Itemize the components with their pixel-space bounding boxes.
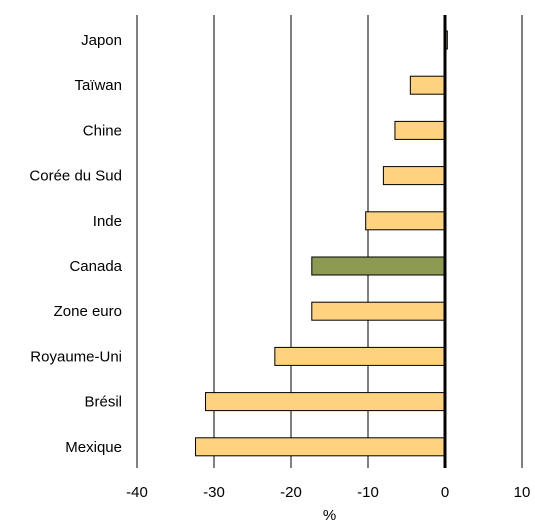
category-label-7: Royaume-Uni bbox=[30, 348, 122, 365]
category-label-3: Corée du Sud bbox=[29, 168, 122, 185]
bar-4 bbox=[365, 211, 446, 231]
category-label-0: Japon bbox=[81, 32, 122, 49]
x-tick-label-3: -10 bbox=[357, 484, 379, 501]
x-tick-label-2: -20 bbox=[280, 484, 302, 501]
bar-5 bbox=[311, 256, 446, 276]
category-label-9: Mexique bbox=[65, 439, 122, 456]
bar-2 bbox=[394, 120, 446, 140]
category-label-1: Taïwan bbox=[74, 77, 122, 94]
bar-8 bbox=[205, 392, 446, 412]
bars bbox=[195, 30, 448, 457]
x-tick-labels: -40 -30 -20 -10 0 10 bbox=[126, 484, 530, 501]
category-label-8: Brésil bbox=[84, 394, 122, 411]
category-label-6: Zone euro bbox=[54, 303, 122, 320]
bar-3 bbox=[382, 166, 446, 186]
bar-1 bbox=[409, 75, 446, 95]
category-labels: Japon Taïwan Chine Corée du Sud Inde Canada Zo… bbox=[29, 32, 122, 456]
x-tick-label-1: -30 bbox=[203, 484, 225, 501]
bar-9 bbox=[195, 437, 446, 457]
category-label-5: Canada bbox=[69, 258, 122, 275]
category-label-4: Inde bbox=[93, 213, 122, 230]
x-tick-label-5: 10 bbox=[514, 484, 531, 501]
x-tick-label-4: 0 bbox=[441, 484, 449, 501]
category-label-2: Chine bbox=[83, 122, 122, 139]
bar-7 bbox=[274, 346, 446, 366]
x-axis-label: % bbox=[323, 507, 336, 524]
bar-6 bbox=[311, 301, 446, 321]
x-tick-label-0: -40 bbox=[126, 484, 148, 501]
